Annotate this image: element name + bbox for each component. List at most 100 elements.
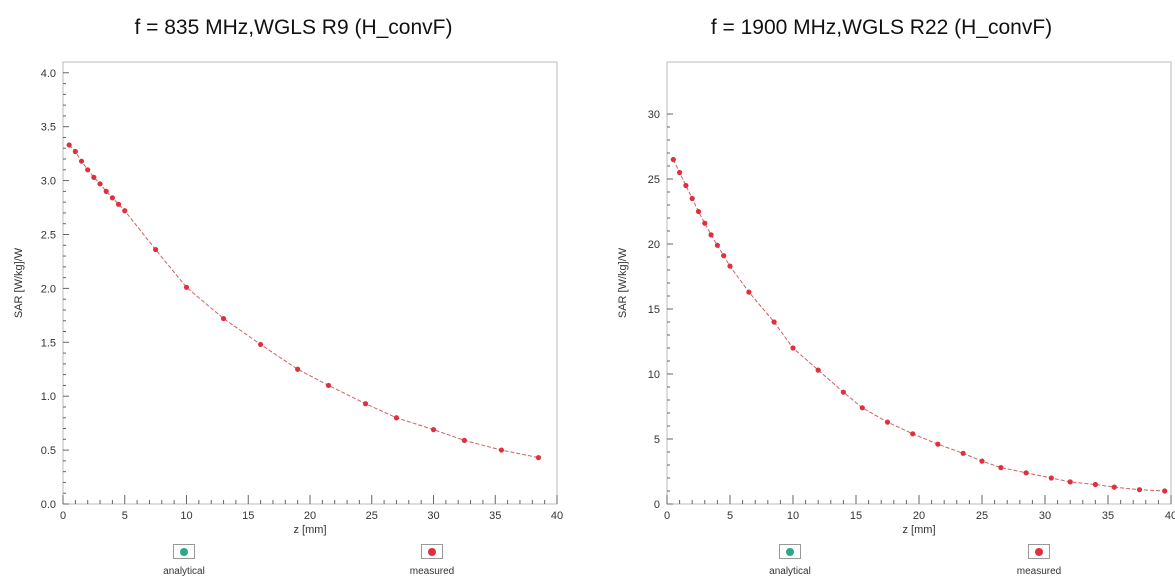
data-point [430,427,437,433]
y-tick-label: 3.5 [41,122,56,134]
data-point [115,201,122,207]
data-point [109,195,115,201]
legend-measured-dot [1035,548,1043,556]
chart-panel-1900: f = 1900 MHz,WGLS R22 (H_convF) 0 5 10 15 20… [588,0,1175,581]
data-point [393,415,400,421]
x-tick-label: 20 [304,510,316,522]
data-point [325,382,332,389]
x-tick-label: 30 [1039,510,1051,522]
x-axis-label: z [mm] [294,524,327,536]
y-axis-label: SAR [W/kg]/W [13,247,25,318]
y-tick-label: 1.5 [41,337,56,349]
data-point [1048,475,1054,481]
y-axis-label: SAR [W/kg]/W [617,247,629,318]
legend-measured-swatch [421,544,443,559]
data-point [103,188,109,194]
data-point [884,419,891,425]
x-tick-label: 40 [1165,510,1175,522]
data-point [258,341,264,348]
data-point [362,401,369,407]
series-line [68,144,539,459]
legend-measured-dot [428,548,436,556]
legend-analytical-dot [180,548,188,556]
x-tick-label: 10 [787,510,799,522]
y-tick-label: 10 [648,369,660,381]
data-point [91,174,97,180]
legend-analytical-dot [786,548,794,556]
x-tick-label: 30 [427,510,439,522]
chart-title: f = 835 MHz,WGLS R9 (H_convF) [134,16,453,39]
x-tick-label: 10 [180,510,192,522]
data-point [1023,470,1029,476]
data-point [998,465,1004,471]
data-point [295,366,301,372]
legend-analytical[interactable]: analytical [124,544,244,578]
x-tick-label: 5 [727,510,733,522]
data-point [689,195,695,202]
y-tick-label: 15 [648,304,660,316]
chart-panel-835: f = 835 MHz,WGLS R9 (H_convF) 0 5 10 15 20 25… [0,0,587,581]
data-point [1092,481,1098,488]
data-point [702,220,708,226]
data-point [97,181,103,187]
plot-frame [62,61,558,505]
data-point [220,315,227,322]
legend-measured-label: measured [409,566,455,577]
data-point [695,208,702,215]
data-point [960,450,966,456]
y-tick-label: 20 [648,239,660,251]
data-point [840,389,846,395]
data-point [72,148,78,155]
series-line [672,159,1165,492]
data-point [727,263,733,269]
legend-measured[interactable]: measured [979,544,1099,578]
data-point [790,345,796,351]
y-tick-label: 2.5 [41,229,56,241]
y-tick-label: 0.5 [41,445,56,457]
x-tick-label: 0 [664,510,670,522]
data-point [683,182,689,189]
data-point [714,242,720,248]
legend-analytical[interactable]: analytical [730,544,850,578]
data-point [66,142,72,148]
data-point [771,319,777,325]
data-point [859,405,865,411]
data-point [670,156,676,163]
data-point [498,447,505,453]
x-tick-label: 25 [366,510,378,522]
data-point [1136,487,1143,493]
x-axis-label: z [mm] [903,524,936,536]
x-tick-label: 35 [1102,510,1114,522]
legend-measured[interactable]: measured [372,544,492,578]
data-point [677,169,683,176]
chart-plot-1900: 0 5 10 15 20 25 30 35 40 0 5 10 15 20 25 30 z [mm] SAR [W… [617,61,1175,536]
legend-measured-swatch [1028,544,1050,559]
y-tick-label: 30 [648,109,660,121]
x-tick-label: 15 [850,510,862,522]
x-tick-label: 25 [976,510,988,522]
data-point [1067,479,1073,485]
data-point [122,208,128,214]
data-point [183,284,190,290]
x-tick-label: 15 [242,510,254,522]
x-tick-label: 40 [551,510,563,522]
legend-analytical-swatch [173,544,195,559]
x-tick-label: 5 [122,510,128,522]
data-point [78,158,85,164]
y-tick-label: 1.0 [41,391,56,403]
y-tick-label: 0 [654,499,660,511]
data-point [746,289,752,295]
data-point [815,367,821,373]
data-point [1162,488,1168,494]
data-point [979,458,985,464]
chart-title: f = 1900 MHz,WGLS R22 (H_convF) [710,16,1053,39]
data-point [708,232,714,238]
x-tick-label: 35 [489,510,501,522]
y-tick-label: 4.0 [41,68,56,80]
chart-plot-835: 0 5 10 15 20 25 30 35 40 0.0 0.5 1.0 1.5 2.0 2.5 3.0 3.5… [13,61,563,536]
data-point [153,246,159,253]
data-point [85,167,91,173]
data-point [461,437,467,443]
legend-analytical-label: analytical [769,566,811,577]
data-point [1111,484,1117,490]
